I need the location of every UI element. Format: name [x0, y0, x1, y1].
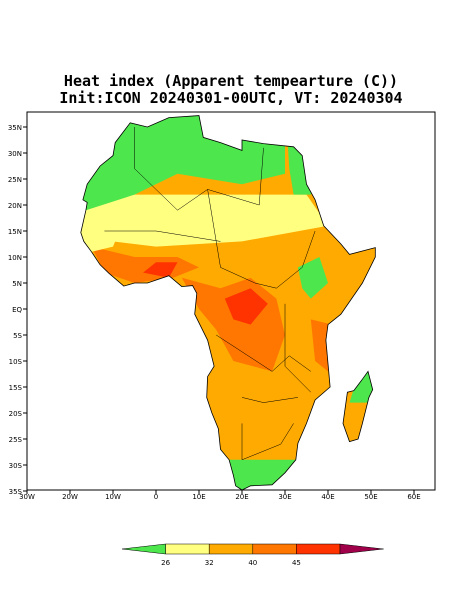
lat-label: 30N: [8, 150, 22, 158]
title-line: Init:ICON 20240301-00UTC, VT: 20240304: [59, 89, 402, 107]
lat-label: 35N: [8, 124, 22, 132]
heat-zone: [297, 257, 328, 299]
heat-zone: [80, 194, 328, 247]
colorbar-segment: [339, 543, 384, 555]
heat-zone: [91, 246, 199, 283]
lat-label: 30S: [9, 462, 23, 470]
border: [284, 303, 311, 393]
lat-label: 20S: [9, 410, 23, 418]
lon-label: 10E: [192, 493, 205, 501]
coastline: [80, 115, 376, 491]
border: [207, 189, 316, 289]
colorbar-segment: [296, 543, 341, 555]
lat-label: 10S: [9, 358, 23, 366]
border: [241, 397, 298, 403]
lat-label: 35S: [9, 488, 23, 496]
lon-label: 30E: [278, 493, 291, 501]
heat-zone: [220, 459, 298, 490]
title-line: Heat index (Apparent tempearture (C)): [64, 72, 398, 90]
colorbar-segment: [252, 543, 297, 555]
colorbar-label: 32: [205, 559, 214, 567]
lon-label: 50E: [364, 493, 377, 501]
heat-zone: [224, 288, 268, 325]
lat-label: EQ: [12, 306, 22, 314]
heat-zone: [143, 262, 178, 278]
lon-label: 30W: [19, 493, 35, 501]
lat-label: 20N: [8, 202, 22, 210]
lat-label: 25N: [8, 176, 22, 184]
colorbar-label: 40: [248, 559, 257, 567]
lon-label: 0: [154, 493, 158, 501]
border: [241, 423, 294, 461]
lon-label: 20E: [235, 493, 248, 501]
lat-label: 5S: [13, 332, 22, 340]
lon-label: 10W: [105, 493, 121, 501]
colorbar-segment: [121, 543, 166, 555]
colorbar-label: 45: [292, 559, 301, 567]
lon-label: 20W: [62, 493, 78, 501]
border: [104, 230, 221, 242]
colorbar-segment: [208, 543, 254, 555]
colorbar-segment: [165, 543, 210, 555]
heat-zone: [285, 115, 328, 195]
coastlines: [80, 115, 376, 491]
colorbar-label: 26: [161, 559, 170, 567]
lon-label: 40E: [321, 493, 334, 501]
border: [134, 127, 264, 211]
lat-label: 25S: [9, 436, 23, 444]
lat-label: 10N: [8, 254, 22, 262]
lat-label: 5N: [12, 280, 22, 288]
lat-label: 15S: [9, 384, 23, 392]
heat-zone: [349, 361, 376, 403]
lon-label: 60E: [407, 493, 420, 501]
border: [216, 334, 311, 372]
lat-label: 15N: [8, 228, 22, 236]
map-frame: [26, 111, 436, 491]
